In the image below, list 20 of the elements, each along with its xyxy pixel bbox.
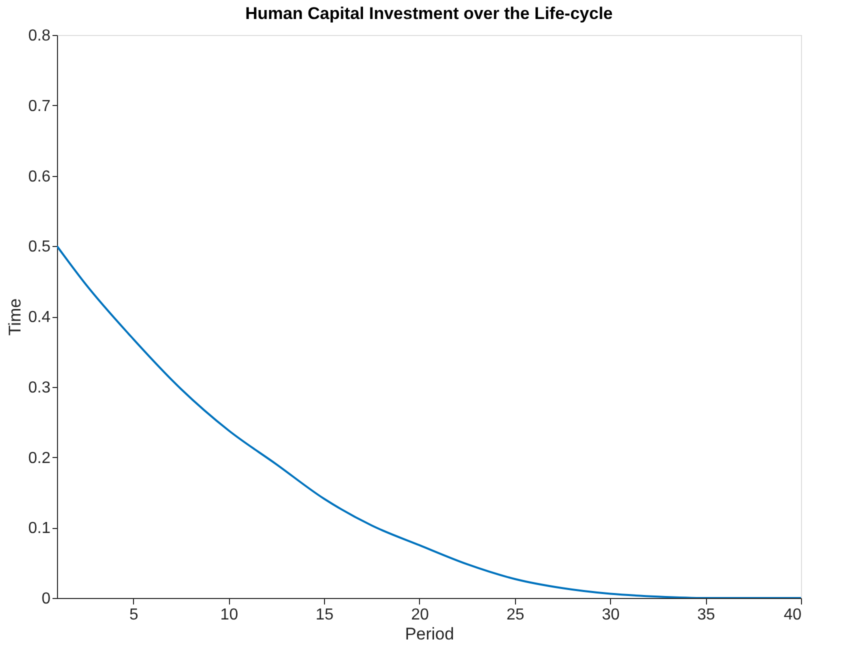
x-tick-label: 40 [784, 606, 802, 624]
x-tick-label: 30 [602, 606, 620, 624]
x-axis-title: Period [404, 624, 454, 644]
x-tick-label: 5 [129, 606, 138, 624]
x-tick-label: 20 [411, 606, 429, 624]
y-tick-label: 0.4 [28, 309, 51, 326]
y-axis-title: Time [5, 298, 24, 336]
y-tick-label: 0.2 [28, 450, 51, 467]
y-tick-label: 0.3 [28, 379, 51, 396]
y-tick-label: 0.5 [28, 238, 51, 256]
x-tick-label: 35 [697, 606, 716, 624]
y-tick-label: 0.8 [28, 28, 51, 44]
x-tick-label: 15 [316, 606, 334, 624]
y-tick-label: 0.6 [28, 168, 51, 186]
x-tick-label: 10 [220, 606, 238, 624]
y-tick-label: 0.1 [28, 520, 51, 538]
chart-title: Human Capital Investment over the Life-cycle [245, 4, 613, 23]
y-tick-label: 0.7 [28, 98, 51, 115]
x-tick-label: 25 [506, 606, 524, 624]
y-tick-label: 0 [42, 590, 51, 608]
